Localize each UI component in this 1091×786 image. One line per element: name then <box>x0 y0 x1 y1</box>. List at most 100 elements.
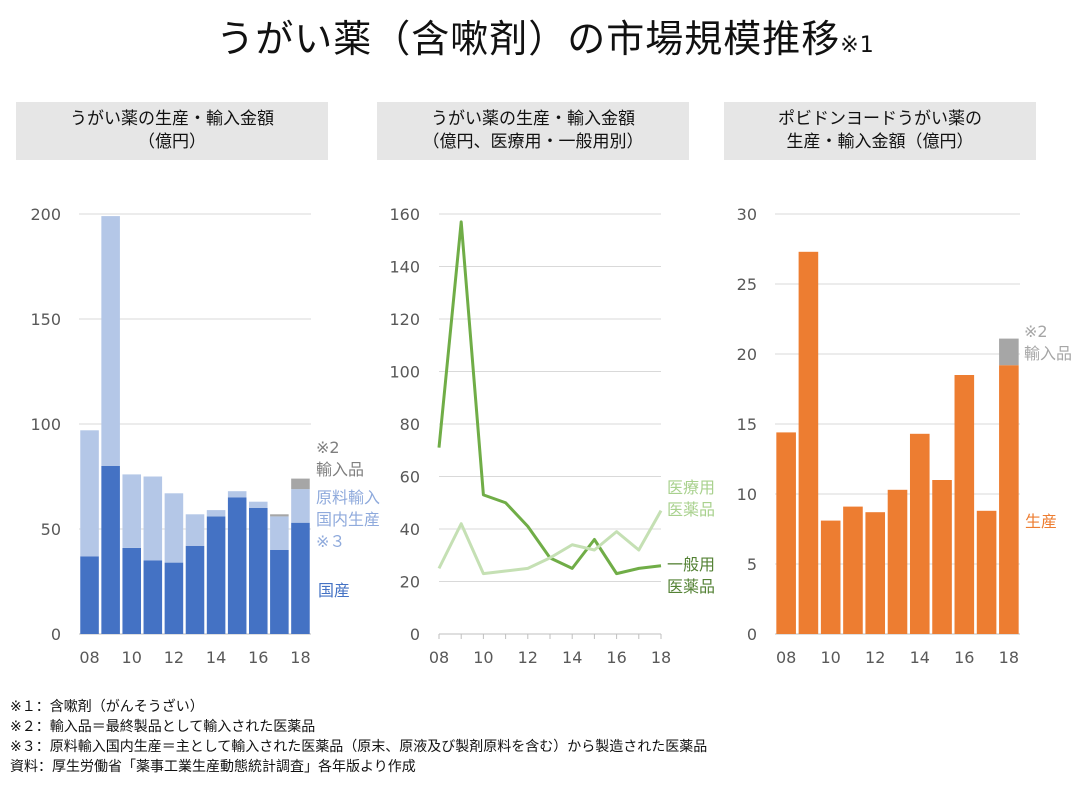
chart2-line-医療用医薬品 <box>437 509 663 576</box>
chart3-ytick: 10 <box>737 485 757 504</box>
chart2-ytick: 100 <box>389 363 420 382</box>
chart1-bar-国産-18 <box>291 522 310 634</box>
chart1-bar-※2輸入品-18 <box>291 478 310 490</box>
chart3-label-import-line1: ※2 <box>1024 322 1048 341</box>
chart1-bar-原料輸入国内生産※３-11 <box>143 476 163 561</box>
chart1-header: うがい薬の生産・輸入金額 （億円） <box>16 102 328 160</box>
chart3-bar-生産-18 <box>999 365 1019 634</box>
chart2-ytick: 120 <box>389 310 420 329</box>
chart1-header-line1: うがい薬の生産・輸入金額 <box>70 109 274 129</box>
chart1-bar-国産-15 <box>227 497 247 634</box>
page-title: うがい薬（含嗽剤）の市場規模推移※1 <box>0 8 1091 63</box>
chart1-ytick: 0 <box>51 625 61 644</box>
chart2-xtick: 14 <box>562 648 582 667</box>
chart3-ytick: 15 <box>737 415 757 434</box>
chart3-bar-生産-9 <box>798 251 819 635</box>
chart1-xtick: 16 <box>248 648 268 667</box>
chart2-xtick: 18 <box>651 648 671 667</box>
chart1-xtick: 18 <box>290 648 310 667</box>
chart3-ytick: 30 <box>737 205 757 224</box>
chart3-ytick: 0 <box>747 625 757 644</box>
chart1-bar-国産-10 <box>122 547 142 634</box>
chart1-ytick: 100 <box>30 415 61 434</box>
chart3-xtick: 08 <box>776 648 796 667</box>
chart3-xtick: 14 <box>910 648 930 667</box>
chart3-xtick: 12 <box>865 648 885 667</box>
chart3-label-import-line2: 輸入品 <box>1024 344 1072 363</box>
chart1-bar-原料輸入国内生産※３-17 <box>270 516 289 550</box>
footnote-3: ※３：原料輸入国内生産＝主として輸入された医薬品（原末、原液及び製剤原料を含む）… <box>10 739 708 755</box>
chart1-bar-原料輸入国内生産※３-18 <box>291 489 310 523</box>
chart1-ytick: 200 <box>30 205 61 224</box>
chart1-bar-国産-12 <box>164 562 184 634</box>
chart2-label-medical-line1: 医療用 <box>667 478 715 497</box>
chart1-label-domestic-line1: 国産 <box>318 581 350 600</box>
chart1-label-raw-import-line3: ※３ <box>316 532 345 551</box>
chart1-bar-原料輸入国内生産※３-13 <box>185 514 205 546</box>
chart1-xtick: 08 <box>79 648 99 667</box>
chart3-ytick: 5 <box>747 555 757 574</box>
chart2-ytick: 160 <box>389 205 420 224</box>
chart3-bar-生産-11 <box>843 506 863 634</box>
chart3-bar-生産-10 <box>820 520 841 634</box>
chart1-label-raw-import-line1: 原料輸入 <box>316 488 380 507</box>
chart3-bar-※2輸入品-18 <box>999 338 1019 366</box>
chart1-bar-国産-14 <box>206 516 226 634</box>
chart1-bar-※2輸入品-17 <box>270 514 289 517</box>
chart3-xtick: 16 <box>954 648 974 667</box>
chart3-bar-生産-13 <box>887 489 908 634</box>
chart3-bar-生産-15 <box>932 480 952 634</box>
chart1-header-line2: （億円） <box>138 132 206 152</box>
chart2-ytick: 80 <box>400 415 420 434</box>
chart3-bar-生産-14 <box>909 433 930 634</box>
title-text: うがい薬（含嗽剤）の市場規模推移 <box>216 17 841 61</box>
chart1-bar-原料輸入国内生産※３-15 <box>227 491 247 498</box>
chart2-header-line2: （億円、医療用・一般用別） <box>422 132 644 152</box>
chart3-xtick: 18 <box>999 648 1019 667</box>
chart2-xtick: 08 <box>429 648 449 667</box>
chart1-xtick: 14 <box>206 648 226 667</box>
chart1-bar-国産-8 <box>80 556 99 634</box>
footnote-1: ※１：含嗽剤（がんそうざい） <box>10 699 204 715</box>
footnote-source: 資料：厚生労働省「薬事工業生産動態統計調査」各年版より作成 <box>10 759 416 775</box>
chart1-xtick: 10 <box>122 648 142 667</box>
chart1-label-import-line2: 輸入品 <box>316 460 364 479</box>
chart3-header: ポビドンヨードうがい薬の 生産・輸入金額（億円） <box>724 102 1036 160</box>
chart2-ytick: 0 <box>410 625 420 644</box>
chart3-header-line1: ポビドンヨードうがい薬の <box>778 109 982 129</box>
chart1-bar-原料輸入国内生産※３-9 <box>101 216 120 466</box>
chart1-label-import-line1: ※2 <box>316 438 340 457</box>
chart2-xtick: 12 <box>518 648 538 667</box>
chart1-bar-原料輸入国内生産※３-8 <box>80 430 99 557</box>
chart3-ytick: 25 <box>737 275 757 294</box>
chart2-xtick: 10 <box>473 648 493 667</box>
chart1-bar-原料輸入国内生産※３-16 <box>248 501 268 508</box>
chart2-ytick: 60 <box>400 468 420 487</box>
chart1-bar-国産-9 <box>101 466 120 634</box>
chart3-header-line2: 生産・輸入金額（億円） <box>786 132 974 152</box>
chart3-xtick: 10 <box>821 648 841 667</box>
chart2-xtick: 16 <box>606 648 626 667</box>
chart1-bar-原料輸入国内生産※３-12 <box>164 493 184 563</box>
chart1-ytick: 150 <box>30 310 61 329</box>
chart1-bar-原料輸入国内生産※３-14 <box>206 510 226 517</box>
chart2-ytick: 40 <box>400 520 420 539</box>
chart2-header-line1: うがい薬の生産・輸入金額 <box>431 109 635 129</box>
chart2-ytick: 20 <box>400 573 420 592</box>
chart2-line-一般用医薬品 <box>437 220 662 576</box>
chart1-bar-国産-17 <box>270 550 289 634</box>
chart2-label-general-line1: 一般用 <box>667 555 715 574</box>
chart1-bar-国産-13 <box>185 545 205 634</box>
chart2-header: うがい薬の生産・輸入金額 （億円、医療用・一般用別） <box>377 102 689 160</box>
chart2-label-general-line2: 医薬品 <box>667 577 715 596</box>
chart1-ytick: 50 <box>41 520 61 539</box>
chart1-bar-原料輸入国内生産※３-10 <box>122 474 142 548</box>
chart1-bar-国産-16 <box>248 508 268 634</box>
chart3-bar-生産-16 <box>954 375 975 634</box>
chart1-label-raw-import-line2: 国内生産 <box>316 510 380 529</box>
chart2-label-medical-line2: 医薬品 <box>667 500 715 519</box>
chart3-bar-生産-17 <box>976 510 997 634</box>
footnotes: ※１：含嗽剤（がんそうざい） ※２：輸入品＝最終製品として輸入された医薬品 ※３… <box>10 697 707 777</box>
chart3-bar-生産-12 <box>865 512 886 634</box>
